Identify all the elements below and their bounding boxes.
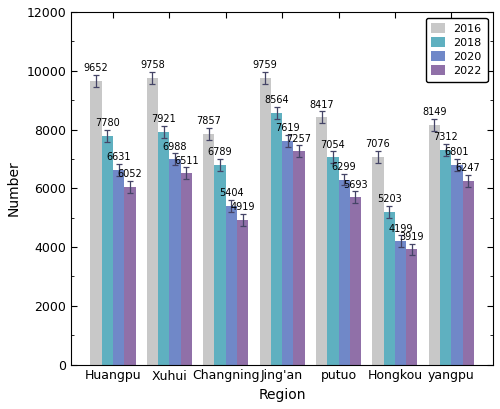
Bar — [124, 187, 136, 365]
Bar — [338, 180, 350, 365]
Text: 3919: 3919 — [400, 232, 424, 242]
Bar — [452, 165, 462, 365]
Text: 7780: 7780 — [95, 118, 120, 128]
Legend: 2016, 2018, 2020, 2022: 2016, 2018, 2020, 2022 — [426, 18, 488, 82]
Text: 6247: 6247 — [456, 163, 480, 173]
Text: 4919: 4919 — [230, 202, 255, 212]
Bar — [395, 241, 406, 365]
Text: 7257: 7257 — [286, 134, 312, 144]
Text: 4199: 4199 — [388, 224, 413, 234]
Bar — [158, 132, 170, 365]
Text: 9759: 9759 — [253, 60, 278, 70]
Bar — [170, 159, 180, 365]
Y-axis label: Number: Number — [7, 160, 21, 216]
Text: 6299: 6299 — [332, 162, 356, 172]
Text: 5404: 5404 — [219, 188, 244, 198]
Text: 7921: 7921 — [152, 114, 176, 124]
Bar — [214, 165, 226, 365]
Bar — [271, 113, 282, 365]
Bar — [147, 78, 158, 365]
Bar — [440, 150, 452, 365]
Bar — [350, 197, 361, 365]
Bar — [462, 181, 474, 365]
Bar — [328, 157, 338, 365]
X-axis label: Region: Region — [258, 388, 306, 402]
Bar — [260, 78, 271, 365]
Text: 9758: 9758 — [140, 60, 165, 70]
Text: 8564: 8564 — [264, 95, 289, 105]
Bar — [180, 173, 192, 365]
Text: 5203: 5203 — [377, 194, 402, 204]
Bar — [384, 212, 395, 365]
Bar — [294, 151, 304, 365]
Text: 6988: 6988 — [162, 142, 187, 152]
Text: 6631: 6631 — [106, 152, 131, 162]
Text: 9652: 9652 — [84, 63, 108, 73]
Bar — [203, 134, 214, 365]
Text: 6789: 6789 — [208, 148, 233, 157]
Text: 8149: 8149 — [422, 108, 446, 117]
Text: 6052: 6052 — [118, 169, 142, 179]
Bar — [90, 81, 102, 365]
Bar — [429, 125, 440, 365]
Text: 5693: 5693 — [343, 180, 368, 190]
Text: 7312: 7312 — [434, 132, 458, 142]
Text: 7857: 7857 — [196, 116, 222, 126]
Text: 7054: 7054 — [320, 139, 345, 150]
Bar — [237, 220, 248, 365]
Text: 8417: 8417 — [310, 100, 334, 110]
Text: 6511: 6511 — [174, 156, 199, 166]
Bar — [316, 117, 328, 365]
Bar — [282, 141, 294, 365]
Text: 7619: 7619 — [276, 123, 300, 133]
Text: 6801: 6801 — [444, 147, 469, 157]
Bar — [406, 249, 417, 365]
Bar — [372, 157, 384, 365]
Text: 7076: 7076 — [366, 139, 390, 149]
Bar — [226, 206, 237, 365]
Bar — [113, 170, 124, 365]
Bar — [102, 136, 113, 365]
